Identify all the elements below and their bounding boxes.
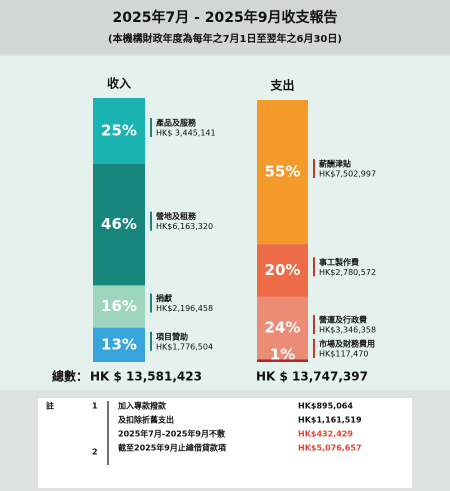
percent-label: 20% [265, 261, 301, 279]
segment-name: 項目贊助 [156, 331, 188, 341]
note-text: 截至2025年9月止總借貸款項 [118, 443, 227, 453]
segment-amount: HK$3,346,358 [319, 325, 376, 334]
bar-segment [93, 285, 145, 328]
percent-label: 25% [101, 122, 137, 140]
segment-name: 捐獻 [156, 293, 172, 303]
total-expenditure: HK $ 13,747,397 [256, 370, 368, 384]
note-number: 2 [92, 448, 98, 457]
total-label: 總數： [52, 369, 88, 384]
label-marker [150, 118, 152, 137]
note-amount: HK$895,064 [298, 402, 353, 411]
bar-segment [93, 327, 145, 362]
note-text: 及扣除折舊支出 [118, 415, 174, 425]
note-text: 加入專款撥款 [117, 401, 167, 411]
note-amount: HK$432,429 [298, 430, 353, 439]
subtitle: (本機構財政年度為每年之7月1日至翌年之6月30日) [108, 32, 342, 45]
note-amount: HK$1,161,519 [298, 416, 362, 425]
note-text: 2025年7月-2025年9月不敷 [118, 429, 226, 439]
label-marker [150, 293, 152, 313]
bar-segment [257, 100, 308, 245]
bar-segment [257, 296, 308, 360]
label-marker [150, 211, 152, 231]
notes: 加入專款撥款 HK$895,064 及扣除折舊支出 HK$1,161,519 2025年… [92, 401, 362, 457]
label-marker [313, 159, 315, 179]
percent-label: 16% [101, 297, 137, 315]
bar-segment [93, 164, 145, 286]
label-marker [313, 314, 315, 334]
segment-name: 營運及行政費 [319, 314, 367, 324]
percent-label: 24% [265, 318, 301, 336]
label-marker [313, 257, 315, 277]
note-amount: HK$5,076,657 [298, 444, 362, 453]
label-marker [313, 338, 315, 358]
bar-title: 收入 [107, 76, 131, 91]
segment-amount: HK$6,163,320 [156, 222, 213, 231]
percent-label: 13% [101, 335, 137, 353]
percent-label: 46% [101, 215, 137, 233]
label-marker [150, 331, 152, 351]
segment-name: 薪酬津貼 [319, 159, 351, 169]
header-band [0, 0, 450, 54]
chart-panel [0, 56, 450, 390]
notes-label: 註 [46, 401, 54, 411]
bar-segment [257, 244, 308, 297]
segment-amount: HK$2,196,458 [156, 304, 213, 313]
notes-box [38, 398, 412, 488]
segment-name: 市場及財務費用 [319, 338, 375, 348]
total-income: HK $ 13,581,423 [90, 370, 202, 384]
note-number: 1 [92, 402, 98, 411]
segment-amount: HK$2,780,572 [319, 268, 376, 277]
segment-amount: HK$ 3,445,141 [156, 129, 216, 138]
segment-amount: HK$1,776,504 [156, 342, 213, 351]
bar-title: 支出 [269, 78, 294, 93]
segment-name: 事工製作費 [319, 257, 359, 267]
segment-name: 營地及租務 [156, 211, 197, 221]
segment-name: 產品及服務 [155, 118, 197, 128]
percent-label: 1% [270, 346, 295, 364]
segment-amount: HK$7,502,997 [319, 170, 376, 179]
bar-segment [93, 98, 145, 164]
bar-segment [257, 359, 308, 362]
segment-amount: HK$117,470 [319, 349, 368, 358]
title: 2025年7月 - 2025年9月收支報告 [113, 9, 338, 26]
percent-label: 55% [265, 163, 301, 181]
